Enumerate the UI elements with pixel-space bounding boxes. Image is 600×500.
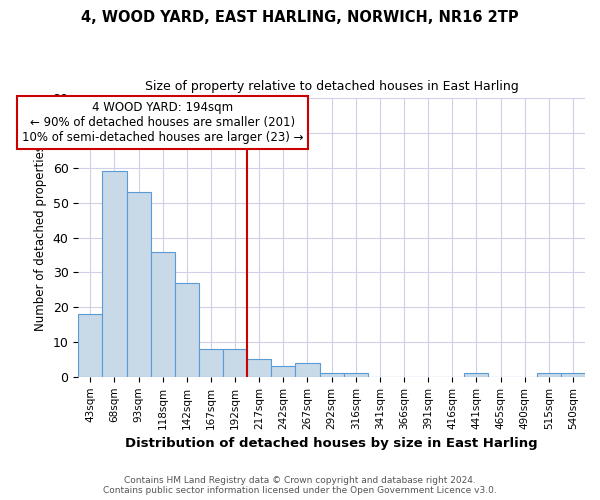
Text: 4, WOOD YARD, EAST HARLING, NORWICH, NR16 2TP: 4, WOOD YARD, EAST HARLING, NORWICH, NR1… — [81, 10, 519, 25]
Bar — [127, 192, 151, 377]
Bar — [151, 252, 175, 377]
Bar — [561, 374, 585, 377]
Bar — [247, 360, 271, 377]
Y-axis label: Number of detached properties: Number of detached properties — [34, 144, 47, 330]
Title: Size of property relative to detached houses in East Harling: Size of property relative to detached ho… — [145, 80, 518, 93]
Bar — [320, 374, 344, 377]
Bar — [464, 374, 488, 377]
Bar — [223, 349, 247, 377]
X-axis label: Distribution of detached houses by size in East Harling: Distribution of detached houses by size … — [125, 437, 538, 450]
Bar — [175, 283, 199, 377]
Bar — [344, 374, 368, 377]
Bar — [537, 374, 561, 377]
Bar — [199, 349, 223, 377]
Bar — [271, 366, 295, 377]
Bar — [295, 363, 320, 377]
Text: Contains HM Land Registry data © Crown copyright and database right 2024.
Contai: Contains HM Land Registry data © Crown c… — [103, 476, 497, 495]
Bar — [103, 172, 127, 377]
Bar — [78, 314, 103, 377]
Text: 4 WOOD YARD: 194sqm
← 90% of detached houses are smaller (201)
10% of semi-detac: 4 WOOD YARD: 194sqm ← 90% of detached ho… — [22, 101, 304, 144]
